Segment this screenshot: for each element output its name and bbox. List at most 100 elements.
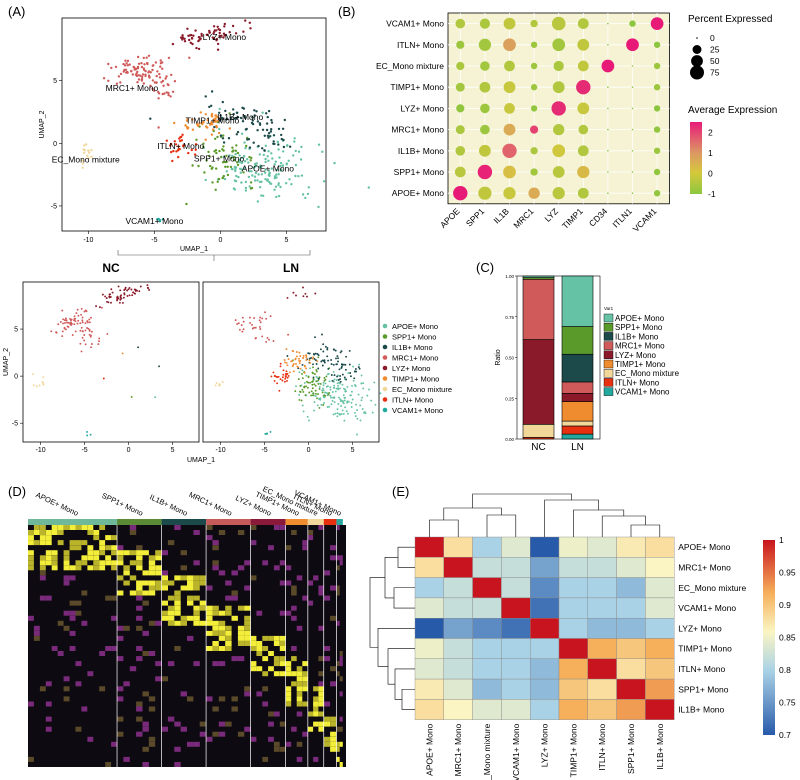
heatmap-d-cell [69,630,76,636]
umap-point [270,128,273,131]
umap-point [250,186,254,190]
umap-point [265,128,269,132]
dotplot-gene-label: IL1B [491,206,511,226]
heatmap-d-group-label: IL1B+ Mono [148,492,189,517]
umap-point [141,75,144,79]
heatmap-d-cell [174,590,181,596]
split-point [342,412,345,415]
x-tick-label: -5 [151,237,157,244]
heatmap-d-cell [212,646,219,651]
umap-point [264,144,267,147]
y-axis-title: UMAP_2 [39,110,46,138]
heatmap-d-cell [218,530,226,535]
umap-point [290,183,293,186]
heatmap-d-cell [313,706,319,712]
heatmap-d-cell [87,530,94,535]
corr-cell [616,577,646,599]
heatmap-d-cell [45,726,52,732]
umap-point [216,42,220,46]
heatmap-d-cell [187,635,194,641]
umap-point [117,75,121,78]
umap-point [212,37,216,40]
heatmap-d-cell [69,600,76,606]
size-legend-label: 75 [710,68,720,78]
split-point [344,388,347,391]
heatmap-d-cell [199,620,207,626]
split-x-axis-title: UMAP_1 [187,457,215,464]
split-point [86,327,88,329]
corr-cell [587,618,617,639]
heatmap-d-cell [218,731,226,737]
size-legend-label: 50 [710,56,720,66]
heatmap-d-cell [225,610,232,616]
split-point [137,346,140,349]
heatmap-d-cell [279,721,286,727]
heatmap-d-cell [51,550,58,556]
heatmap-d-cell [111,550,117,556]
umap-point [208,105,211,109]
split-point [315,370,318,373]
split-point [97,343,100,346]
y-tick-label: 5 [53,78,57,85]
split-point [265,317,268,320]
umap-point [137,62,141,65]
heatmap-d-cell [339,762,343,767]
split-point [124,288,127,291]
dotplot-row-label: TIMP1+ Mono [390,82,444,92]
heatmap-d-cell [136,646,143,651]
heatmap-d-cell [250,540,257,546]
dotplot-dot [629,20,636,27]
umap-point [277,173,280,176]
umap-point [238,161,241,164]
umap-point [264,160,267,164]
split-point [308,352,311,355]
split-point [362,382,365,385]
umap-point [232,159,236,162]
heatmap-d-cell [87,555,94,561]
split-point [310,356,313,359]
dotplot-dot [576,80,591,95]
umap-point [258,153,261,156]
umap-point [273,177,277,180]
heatmap-d-cell [268,711,274,717]
heatmap-d-cell [51,525,58,530]
umap-point [249,159,252,162]
heatmap-d-cell [206,610,213,616]
umap-point [222,174,225,178]
heatmap-d-cell [268,736,274,742]
heatmap-d-cell [218,570,226,576]
legend-label: MRC1+ Mono [392,354,438,363]
heatmap-d-cell [296,701,303,707]
split-point [355,403,357,406]
heatmap-d-cell [129,590,137,596]
heatmap-d-cell [268,635,274,641]
umap-point [214,120,217,123]
heatmap-d-cell [231,595,238,601]
umap-point [206,33,209,37]
heatmap-d-cell [33,530,40,535]
heatmap-d-group-bar [206,519,251,525]
split-point [339,380,342,383]
umap-point [231,150,234,153]
heatmap-d-cell [129,530,137,535]
umap-point [223,160,227,164]
split-point [339,375,342,377]
heatmap-d-cell [105,545,112,551]
heatmap-d-cell [302,681,308,687]
split-point [298,371,301,374]
split-point [84,329,87,332]
heatmap-d-cell [339,560,343,566]
umap-point [167,93,170,97]
umap-point [251,122,255,126]
heatmap-d-cell [161,550,168,556]
corr-row-label: ITLN+ Mono [678,664,725,674]
corr-cell [501,557,531,578]
split-point [90,346,92,349]
umap-point [191,42,194,46]
heatmap-d-cell [161,580,168,586]
heatmap-d-cell [206,696,213,702]
split-point [80,307,83,310]
dotplot-row-label: APOE+ Mono [392,188,444,198]
heatmap-d-cell [161,615,168,621]
